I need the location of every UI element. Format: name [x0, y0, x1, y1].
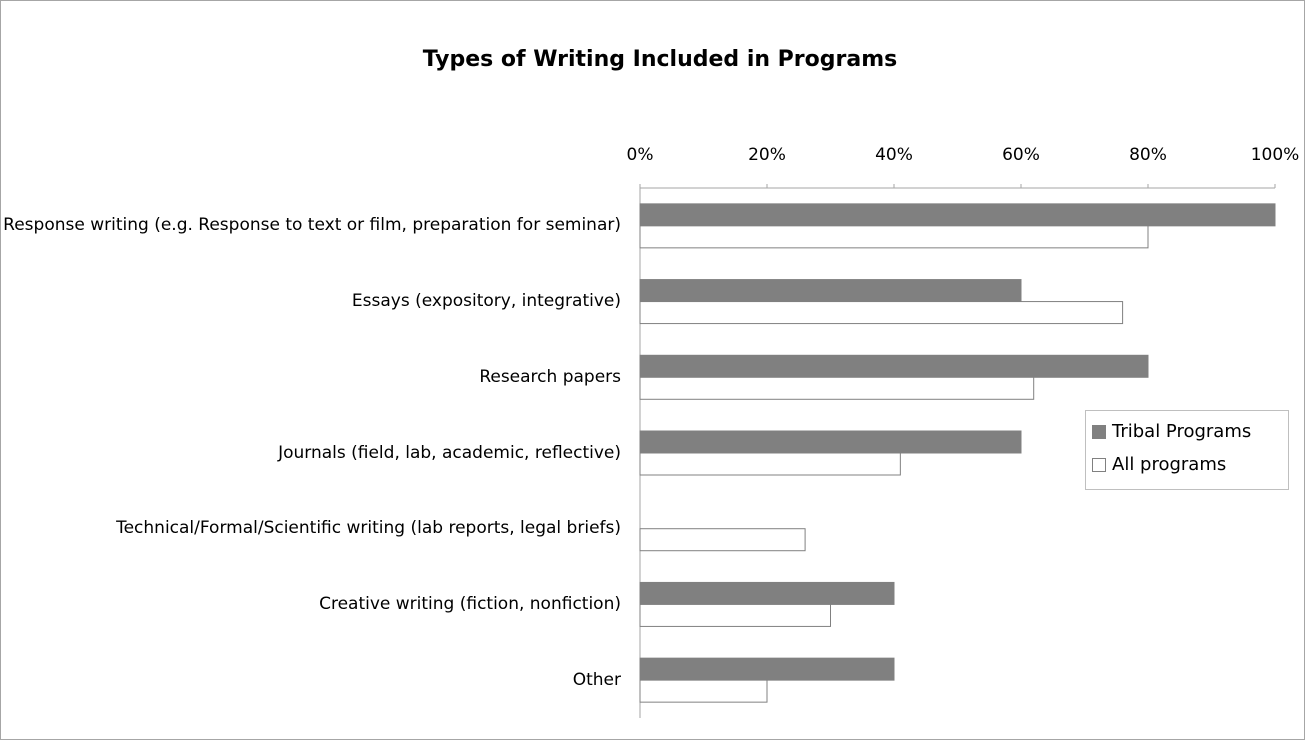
x-tick-label: 60% [1002, 145, 1040, 165]
category-label-box: Creative writing (fiction, nonfiction) [1, 564, 621, 644]
category-label-box: Essays (expository, integrative) [1, 262, 621, 342]
bar [639, 301, 1124, 325]
category-label-box: Other [1, 640, 621, 720]
y-tick-label: Response writing (e.g. Response to text … [3, 215, 621, 236]
legend-item: Tribal Programs [1092, 421, 1251, 442]
legend-item: All programs [1092, 454, 1226, 475]
y-tick-label: Other [572, 669, 621, 690]
bar [639, 279, 1022, 303]
bar [639, 203, 1276, 227]
legend-label: Tribal Programs [1112, 421, 1252, 442]
bar [639, 657, 895, 681]
y-tick-label: Research papers [479, 366, 621, 387]
y-tick-label: Journals (field, lab, academic, reflecti… [278, 442, 621, 463]
category-label-box: Research papers [1, 337, 621, 417]
bar [639, 430, 1022, 454]
category-label-box: Journals (field, lab, academic, reflecti… [1, 413, 621, 493]
y-tick-label: Essays (expository, integrative) [351, 291, 621, 312]
bar [639, 452, 901, 476]
legend: Tribal Programs All programs [1085, 410, 1289, 490]
legend-swatch [1092, 424, 1106, 439]
bar [639, 528, 806, 552]
category-label-box: Technical/Formal/Scientific writing (lab… [1, 489, 621, 569]
y-tick-label: Creative writing (fiction, nonfiction) [319, 593, 621, 614]
bar [639, 376, 1035, 400]
x-tick-label: 20% [748, 145, 786, 165]
bar [639, 225, 1149, 249]
x-tick-label: 0% [627, 145, 654, 165]
x-tick-label: 100% [1251, 145, 1300, 165]
bar [639, 603, 831, 627]
bar [639, 581, 895, 605]
x-tick-label: 40% [875, 145, 913, 165]
category-label-box: Response writing (e.g. Response to text … [1, 186, 621, 266]
x-tick-label: 80% [1129, 145, 1167, 165]
chart-title: Types of Writing Included in Programs [423, 47, 897, 72]
legend-swatch [1092, 457, 1106, 472]
legend-label: All programs [1112, 454, 1227, 475]
bar [639, 354, 1149, 378]
y-tick-label: Technical/Formal/Scientific writing (lab… [116, 518, 621, 539]
bar [639, 679, 768, 703]
